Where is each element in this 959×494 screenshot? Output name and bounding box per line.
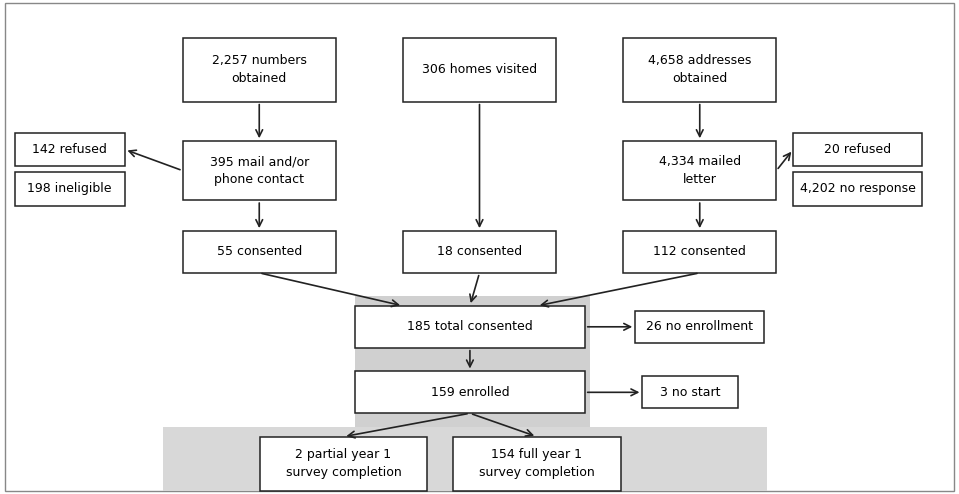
FancyBboxPatch shape	[643, 376, 738, 409]
Text: 198 ineligible: 198 ineligible	[28, 182, 112, 195]
FancyBboxPatch shape	[355, 371, 585, 413]
Text: 3 no start: 3 no start	[660, 386, 720, 399]
FancyBboxPatch shape	[793, 133, 923, 166]
Text: 55 consented: 55 consented	[217, 246, 302, 258]
Text: 112 consented: 112 consented	[653, 246, 746, 258]
Text: 395 mail and/or
phone contact: 395 mail and/or phone contact	[210, 155, 309, 186]
FancyBboxPatch shape	[355, 296, 590, 429]
Text: 18 consented: 18 consented	[437, 246, 522, 258]
FancyBboxPatch shape	[182, 141, 336, 200]
Text: 154 full year 1
survey completion: 154 full year 1 survey completion	[480, 448, 595, 479]
FancyBboxPatch shape	[454, 437, 620, 491]
Text: 20 refused: 20 refused	[824, 143, 891, 156]
FancyBboxPatch shape	[182, 38, 336, 102]
FancyBboxPatch shape	[14, 172, 125, 206]
FancyBboxPatch shape	[14, 133, 125, 166]
FancyBboxPatch shape	[623, 141, 777, 200]
FancyBboxPatch shape	[403, 231, 556, 273]
Text: 306 homes visited: 306 homes visited	[422, 63, 537, 76]
Text: 4,334 mailed
letter: 4,334 mailed letter	[659, 155, 740, 186]
FancyBboxPatch shape	[403, 38, 556, 102]
Text: 26 no enrollment: 26 no enrollment	[646, 320, 753, 333]
Text: 4,658 addresses
obtained: 4,658 addresses obtained	[648, 54, 752, 85]
FancyBboxPatch shape	[635, 311, 764, 343]
Text: 4,202 no response: 4,202 no response	[800, 182, 916, 195]
Text: 2 partial year 1
survey completion: 2 partial year 1 survey completion	[286, 448, 402, 479]
FancyBboxPatch shape	[793, 172, 923, 206]
Text: 185 total consented: 185 total consented	[407, 320, 533, 333]
FancyBboxPatch shape	[163, 427, 767, 491]
Text: 142 refused: 142 refused	[33, 143, 107, 156]
FancyBboxPatch shape	[355, 306, 585, 348]
FancyBboxPatch shape	[623, 231, 777, 273]
FancyBboxPatch shape	[260, 437, 428, 491]
Text: 159 enrolled: 159 enrolled	[431, 386, 509, 399]
FancyBboxPatch shape	[182, 231, 336, 273]
Text: 2,257 numbers
obtained: 2,257 numbers obtained	[212, 54, 307, 85]
FancyBboxPatch shape	[623, 38, 777, 102]
